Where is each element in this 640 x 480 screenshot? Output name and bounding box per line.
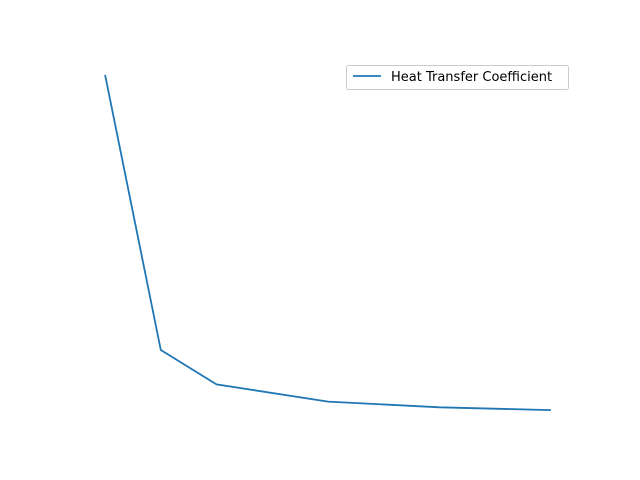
legend-label: Heat Transfer Coefficient (391, 70, 552, 85)
legend: Heat Transfer Coefficient (346, 65, 569, 90)
plot-area (104, 74, 551, 411)
legend-box (346, 65, 569, 90)
series-line-heat-transfer-coefficient (104, 74, 551, 411)
